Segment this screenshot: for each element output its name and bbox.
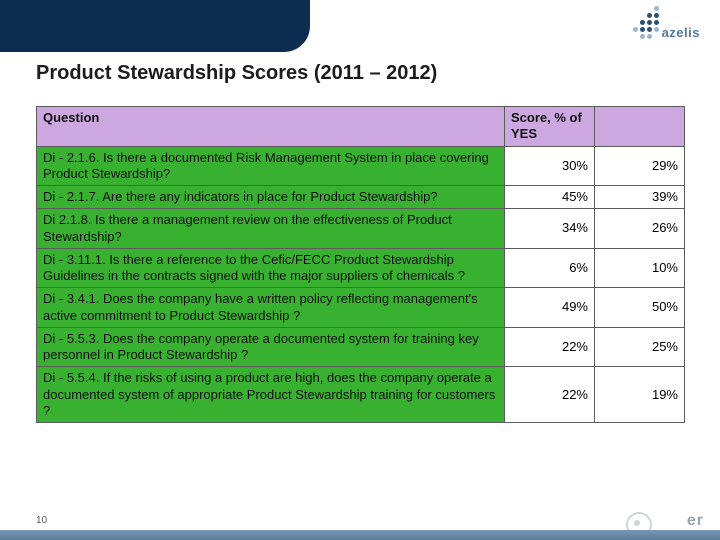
- table-row: Di - 2.1.6. Is there a documented Risk M…: [37, 146, 685, 186]
- logo-dots-icon: [633, 6, 659, 39]
- score-cell-1: 6%: [505, 248, 595, 288]
- question-cell: Di - 2.1.6. Is there a documented Risk M…: [37, 146, 505, 186]
- brand-logo: azelis: [633, 6, 700, 42]
- question-cell: Di - 5.5.4. If the risks of using a prod…: [37, 367, 505, 423]
- logo-text: azelis: [662, 25, 700, 42]
- table-row: Di - 5.5.3. Does the company operate a d…: [37, 327, 685, 367]
- score-cell-2: 29%: [595, 146, 685, 186]
- table-row: Di - 3.11.1. Is there a reference to the…: [37, 248, 685, 288]
- score-cell-2: 19%: [595, 367, 685, 423]
- score-cell-1: 22%: [505, 327, 595, 367]
- table-row: Di - 5.5.4. If the risks of using a prod…: [37, 367, 685, 423]
- score-cell-1: 22%: [505, 367, 595, 423]
- question-cell: Di - 2.1.7. Are there any indicators in …: [37, 186, 505, 209]
- score-cell-1: 30%: [505, 146, 595, 186]
- page-number: 10: [36, 515, 47, 526]
- table-row: Di - 3.4.1. Does the company have a writ…: [37, 288, 685, 328]
- footer-strip: [0, 530, 720, 540]
- score-cell-2: 39%: [595, 186, 685, 209]
- score-cell-2: 25%: [595, 327, 685, 367]
- score-cell-1: 34%: [505, 209, 595, 249]
- question-cell: Di - 3.4.1. Does the company have a writ…: [37, 288, 505, 328]
- table-row: Di 2.1.8. Is there a management review o…: [37, 209, 685, 249]
- score-cell-1: 45%: [505, 186, 595, 209]
- top-accent-bar: [0, 0, 310, 52]
- col-header-score: Score, % of YES: [505, 107, 595, 147]
- score-cell-2: 10%: [595, 248, 685, 288]
- score-cell-2: 26%: [595, 209, 685, 249]
- footer-watermark: er: [687, 512, 704, 530]
- table-row: Di - 2.1.7. Are there any indicators in …: [37, 186, 685, 209]
- slide-title: Product Stewardship Scores (2011 – 2012): [36, 62, 437, 85]
- col-header-score2: [595, 107, 685, 147]
- score-cell-1: 49%: [505, 288, 595, 328]
- scores-table: Question Score, % of YES Di - 2.1.6. Is …: [36, 106, 685, 423]
- scores-table-container: Question Score, % of YES Di - 2.1.6. Is …: [36, 106, 684, 423]
- score-cell-2: 50%: [595, 288, 685, 328]
- col-header-question: Question: [37, 107, 505, 147]
- table-header-row: Question Score, % of YES: [37, 107, 685, 147]
- question-cell: Di 2.1.8. Is there a management review o…: [37, 209, 505, 249]
- question-cell: Di - 5.5.3. Does the company operate a d…: [37, 327, 505, 367]
- slide: azelis Product Stewardship Scores (2011 …: [0, 0, 720, 540]
- question-cell: Di - 3.11.1. Is there a reference to the…: [37, 248, 505, 288]
